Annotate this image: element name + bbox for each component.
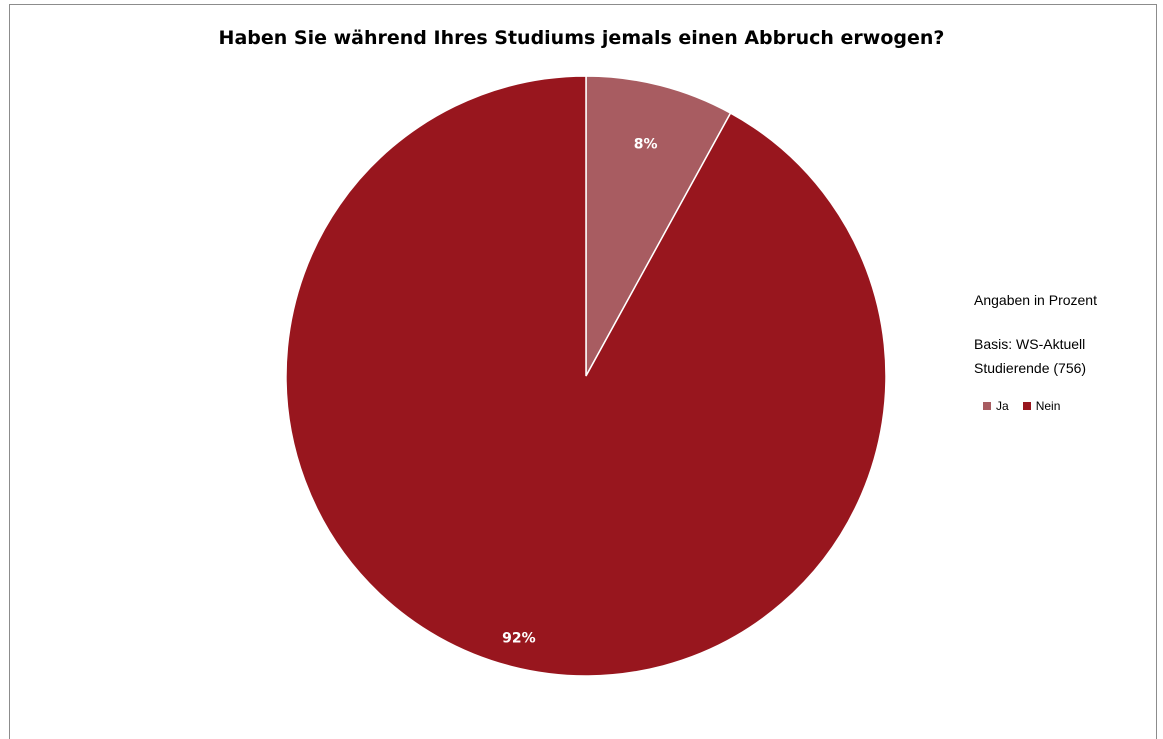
legend-label-nein: Nein [1035, 399, 1061, 413]
legend-item-nein: Nein [1022, 399, 1061, 413]
legend-label-ja: Ja [996, 399, 1009, 413]
data-label-ja: 8% [634, 137, 658, 153]
legend-swatch-ja [983, 402, 991, 410]
legend-swatch-nein [1022, 402, 1031, 410]
legend-item-ja: Ja [983, 399, 1009, 413]
pie-slice-ja [585, 75, 732, 377]
chart-note-sample: Studierende (756) [974, 360, 1087, 376]
chart-legend: Ja Nein [983, 399, 1060, 413]
chart-note-unit: Angaben in Prozent [974, 292, 1097, 308]
chart-title: Haben Sie während Ihres Studiums jemals … [218, 27, 945, 49]
data-label-nein: 92% [502, 631, 536, 647]
pie-slice-nein [285, 75, 887, 677]
chart-note-basis: Basis: WS-Aktuell [974, 336, 1086, 352]
